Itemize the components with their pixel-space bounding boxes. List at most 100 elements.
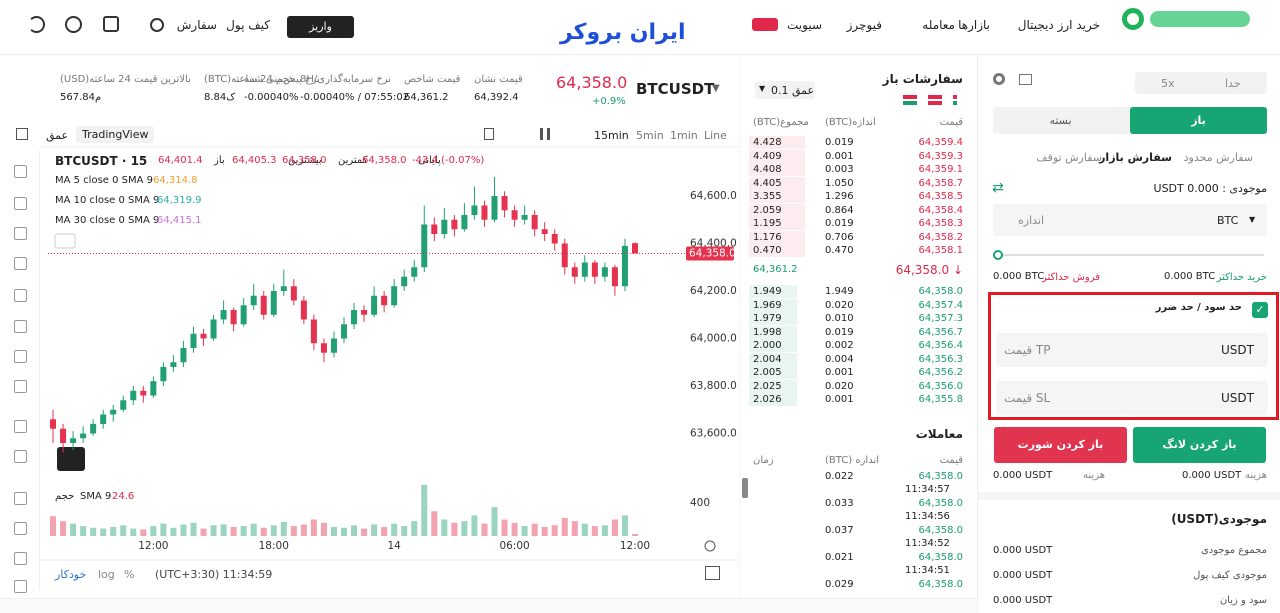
view-bids[interactable] <box>953 95 957 105</box>
theme-icon[interactable] <box>28 16 45 33</box>
book-cell: 0.004 <box>825 353 854 365</box>
order-type[interactable]: سفارش محدود <box>1183 151 1253 164</box>
tp-unit[interactable]: USDT <box>1221 343 1254 357</box>
slider-track[interactable] <box>998 254 1264 256</box>
candle-icon[interactable] <box>540 128 550 140</box>
indicator-icon[interactable] <box>484 128 494 140</box>
collapse-button[interactable] <box>54 233 76 249</box>
volume-bar <box>280 521 287 536</box>
order-type[interactable]: سفارش توقف <box>1036 151 1102 164</box>
depth-select[interactable] <box>755 81 815 99</box>
language-icon[interactable] <box>65 16 82 33</box>
view-both[interactable] <box>903 95 917 105</box>
margin-mode[interactable]: جدا <box>1225 77 1241 90</box>
y-tick-label: 64,600.0 <box>690 190 737 202</box>
order-type[interactable]: سفارش بازار <box>1099 151 1172 164</box>
tp-placeholder[interactable]: TP قیمت <box>1004 343 1051 357</box>
deposit-button[interactable]: واریز <box>287 16 354 38</box>
wallet-link[interactable]: کیف پول <box>226 18 270 32</box>
close-tab[interactable]: بسته <box>1049 114 1072 127</box>
book-cell: 0.001 <box>825 150 854 162</box>
volume-bar <box>230 526 237 536</box>
interval[interactable]: 15min <box>594 129 629 142</box>
depth-value[interactable]: عمق 0.1 <box>771 84 815 97</box>
transfer-icon[interactable]: ⇄ <box>992 180 1004 196</box>
book-cell: 1.998 <box>753 326 782 338</box>
nav-item[interactable]: سیویت <box>787 18 822 32</box>
nav-item[interactable]: فیوچرز <box>846 18 882 32</box>
open-short-button[interactable]: باز کردن شورت <box>994 427 1127 463</box>
candle-body <box>561 243 568 268</box>
scrollbar[interactable] <box>742 478 748 498</box>
calculator-icon[interactable] <box>1019 74 1032 85</box>
symbol-dropdown[interactable]: ▼ <box>712 83 720 94</box>
interval[interactable]: Line <box>704 129 727 142</box>
book-row-bg <box>749 203 805 217</box>
book-cell: 0.019 <box>825 326 854 338</box>
volume-bar <box>381 526 388 536</box>
auto-toggle[interactable]: خودکار <box>55 568 87 581</box>
candle-body <box>511 210 518 220</box>
view-asks[interactable] <box>928 95 942 105</box>
size-unit[interactable]: BTC <box>1217 214 1239 227</box>
logo[interactable] <box>1122 8 1144 30</box>
download-icon[interactable] <box>103 16 119 32</box>
candle-body <box>591 262 598 277</box>
unit-arrow[interactable]: ▼ <box>1249 215 1256 224</box>
mode-selector[interactable] <box>1135 72 1267 94</box>
tpsl-checkbox[interactable]: ✓ <box>1252 302 1268 318</box>
size-input[interactable] <box>993 204 1267 236</box>
sl-input[interactable] <box>996 381 1268 415</box>
stat-label: قیمت شاخص <box>404 74 461 85</box>
candle-body <box>491 196 498 220</box>
drawing-toolbar <box>0 150 40 590</box>
volume-bar <box>210 525 217 536</box>
sl-placeholder[interactable]: SL قیمت <box>1004 391 1051 405</box>
nav-item[interactable]: بازارها <box>958 18 990 32</box>
orders-link[interactable]: سفارش <box>176 18 217 32</box>
book-cell: 0.003 <box>825 164 854 175</box>
settings-icon[interactable] <box>993 73 1005 85</box>
date-range-icon[interactable] <box>705 566 720 580</box>
nav-item[interactable]: خرید ارز دیجیتال <box>1017 18 1100 32</box>
depth-tab[interactable]: عمق <box>46 129 69 142</box>
interval[interactable]: 5min <box>636 129 664 142</box>
stat-label: قیمت نشان <box>474 74 523 85</box>
depth-arrow[interactable]: ▼ <box>759 84 766 93</box>
legend-label: کمترین <box>338 155 368 166</box>
book-cell: 0.470 <box>753 245 782 256</box>
candle-body <box>130 390 137 401</box>
sl-unit[interactable]: USDT <box>1221 391 1254 405</box>
user-icon[interactable] <box>150 18 164 32</box>
book-cell: 1.195 <box>753 218 782 229</box>
trade-cell: 0.021 <box>825 552 854 563</box>
log-toggle[interactable]: log <box>98 568 115 581</box>
tpsl-label[interactable]: حد سود / حد ضرر <box>1155 302 1242 313</box>
nav-item[interactable]: معامله <box>922 18 955 32</box>
fullscreen-icon[interactable] <box>16 128 28 140</box>
candle-body <box>250 295 257 306</box>
slider-thumb[interactable] <box>993 250 1003 260</box>
open-long-button[interactable]: باز کردن لانگ <box>1133 427 1266 463</box>
size-placeholder[interactable]: اندازه <box>1018 214 1045 227</box>
book-row-bg <box>749 230 805 244</box>
candle-body <box>310 319 317 344</box>
reset-icon[interactable] <box>704 540 716 552</box>
tp-input[interactable] <box>996 333 1268 367</box>
volume-sma: SMA 9 <box>80 491 112 502</box>
open-tab[interactable]: باز <box>1130 107 1267 134</box>
trade-cell: 0.033 <box>825 498 854 509</box>
book-cell: 64,356.0 <box>918 380 963 392</box>
stat-label: نرخ سرمایه‌گذاری/8H <box>300 74 392 85</box>
symbol[interactable]: BTCUSDT <box>636 80 715 98</box>
book-cell: 1.050 <box>825 177 854 189</box>
percent-toggle[interactable]: % <box>124 568 135 581</box>
leverage[interactable]: 5x <box>1161 77 1175 90</box>
timezone[interactable]: (UTC+3:30) 11:34:59 <box>155 568 273 581</box>
logo-wordmark[interactable] <box>1150 11 1250 27</box>
tradingview-tab[interactable]: TradingView <box>76 126 155 143</box>
candle-body <box>280 286 287 291</box>
x-tick-label: 12:00 <box>620 540 650 552</box>
interval[interactable]: 1min <box>670 129 698 142</box>
book-cell: 0.864 <box>825 204 854 216</box>
